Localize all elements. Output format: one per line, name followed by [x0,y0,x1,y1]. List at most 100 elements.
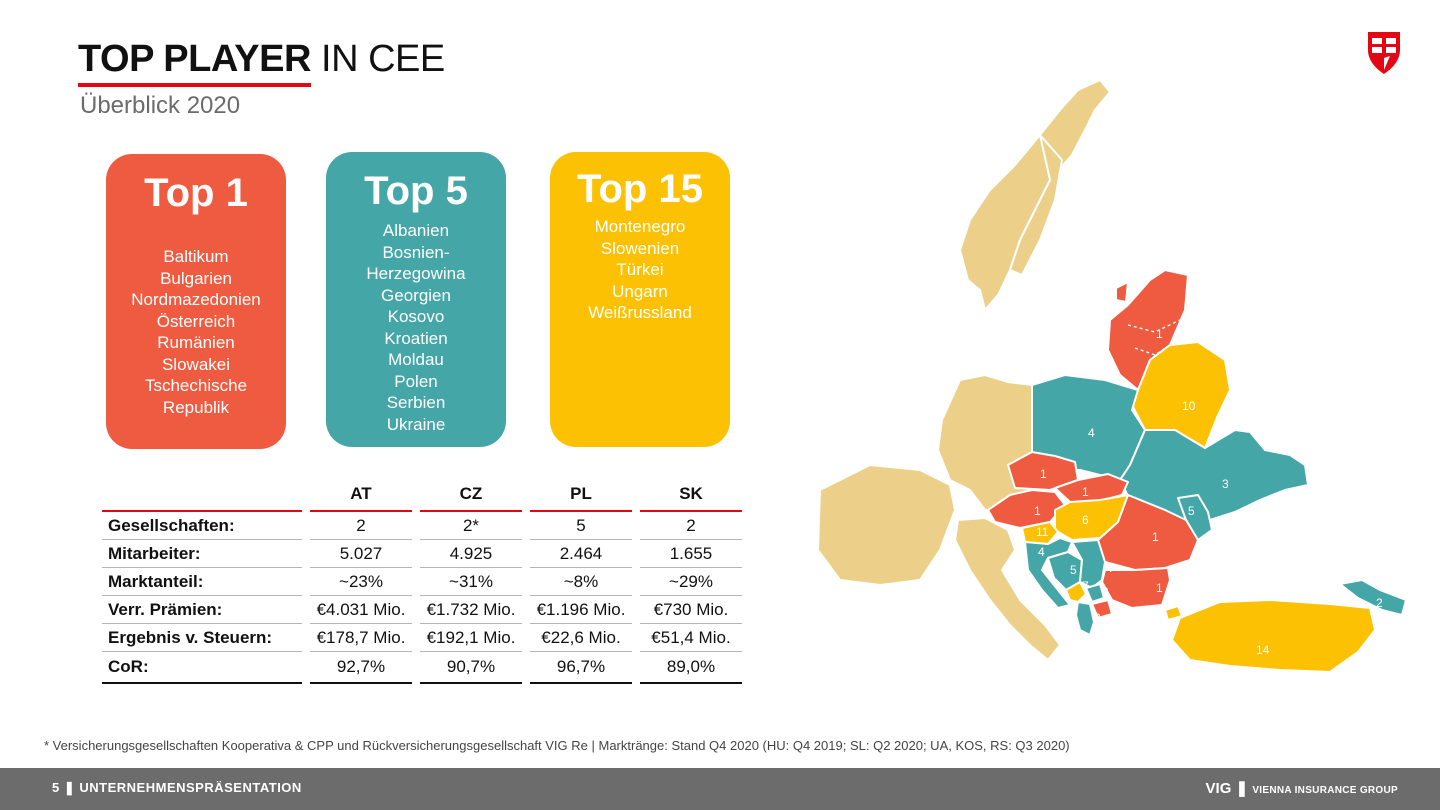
title-light: IN CEE [321,38,445,80]
map-region-scandinavia [959,79,1111,311]
list-item: Albanien [382,221,450,240]
map-region-turkey-west [1164,605,1183,621]
row-label: Gesellschaften: [102,512,302,540]
list-item: Rumänien [157,333,235,352]
top1-country-list: Baltikum Bulgarien Nordmazedonien Österr… [106,246,286,418]
map-region-iberia [817,464,956,586]
table-cell: 5.027 [310,540,412,568]
map-region-italy [954,517,1061,661]
table-header-cell: SK [640,478,742,512]
table-cell: 4.925 [420,540,522,568]
table-cell: €178,7 Mio. [310,624,412,652]
map-label: 1 [1156,581,1163,595]
map-label: 10 [1182,399,1196,413]
map-label: 1 [1156,327,1163,341]
map-region-baltics-west [1115,281,1129,303]
list-item: Kosovo [387,307,445,326]
table-cell: 90,7% [420,652,522,684]
list-item: Republik [162,397,230,417]
map-region-macedonia [1091,599,1113,619]
table-cell: ~8% [530,568,632,596]
europe-map: 1 10 4 3 1 1 1 6 5 1 11 4 5 4 1 7 3 1 2 … [817,79,1407,673]
table-cell: 89,0% [640,652,742,684]
vig-logo-icon [1368,32,1400,74]
list-item: Tschechische [144,376,248,395]
map-border-dashed [1127,319,1181,356]
top5-country-list: Albanien Bosnien- Herzegowina Georgien K… [326,220,506,435]
map-region-kosovo [1085,583,1105,603]
brand-separator: ❚ [1235,780,1249,797]
page-number: 5 [52,780,60,795]
table-cell: €1.196 Mio. [530,596,632,624]
page-title: TOP PLAYER IN CEE [78,38,445,87]
map-label: 14 [1256,643,1270,657]
list-item: Österreich [156,311,236,331]
map-label: 11 [1036,525,1049,539]
map-label: 1 [1082,485,1089,499]
table-cell: €4.031 Mio. [310,596,412,624]
map-label: 2 [1094,611,1101,625]
footer-separator: ❚ [63,780,76,795]
table-cell: €51,4 Mio. [640,624,742,652]
table-cell: 1.655 [640,540,742,568]
brand-full: VIENNA INSURANCE GROUP [1252,785,1398,796]
map-label: 1 [1034,504,1041,518]
map-region-croatia [1024,537,1073,609]
top1-box: Top 1 Baltikum Bulgarien Nordmazedonien … [106,154,286,449]
map-label: 4 [1038,545,1045,559]
map-label: 4 [1106,561,1113,575]
list-item: Türkei [616,260,664,279]
list-item: Baltikum [163,247,229,266]
top1-heading: Top 1 [144,171,248,215]
map-label: 3 [1102,585,1109,599]
map-label: 1 [1152,530,1159,544]
list-item: Bosnien- [382,242,450,262]
table-header-cell: AT [310,478,412,512]
map-region-czechia [1007,451,1079,491]
list-item: Montenegro [594,217,686,236]
row-label: CoR: [102,652,302,684]
row-label: Verr. Prämien: [102,596,302,624]
list-item: Ukraine [386,414,446,434]
table-cell: 2 [640,512,742,540]
table-row: Gesellschaften: 2 2* 5 2 [102,512,742,540]
list-item: Ungarn [612,281,668,301]
map-label: 3 [1222,477,1229,491]
table-cell: €730 Mio. [640,596,742,624]
footnote: * Versicherungsgesellschaften Kooperativ… [44,738,1070,753]
footer-bar: 5 ❚ UNTERNEHMENSPRÄSENTATION VIG ❚ VIENN… [0,768,1440,810]
table-row: Marktanteil: ~23% ~31% ~8% ~29% [102,568,742,596]
footer-left: 5 ❚ UNTERNEHMENSPRÄSENTATION [52,780,302,796]
table-cell: €192,1 Mio. [420,624,522,652]
table-cell: 96,7% [530,652,632,684]
title-bold: TOP PLAYER [78,38,311,87]
map-label: 6 [1082,513,1089,527]
map-region-finland [1009,134,1063,276]
brand-short: VIG [1205,780,1232,797]
map-label: 7 [1082,579,1089,593]
top5-box: Top 5 Albanien Bosnien- Herzegowina Geor… [326,152,506,447]
table-cell: 5 [530,512,632,540]
top5-heading: Top 5 [364,169,468,213]
table-cell: €22,6 Mio. [530,624,632,652]
map-label: 5 [1070,563,1077,577]
table-row: Ergebnis v. Steuern: €178,7 Mio. €192,1 … [102,624,742,652]
table-cell: ~29% [640,568,742,596]
table-header-row: AT CZ PL SK [102,478,742,512]
table-cell: 92,7% [310,652,412,684]
list-item: Polen [394,371,438,391]
map-label: 2 [1376,596,1383,610]
map-label: 1 [1040,467,1047,481]
footer-section: UNTERNEHMENSPRÄSENTATION [79,780,302,795]
list-item: Kroatien [384,328,448,348]
table-header-cell: PL [530,478,632,512]
top15-heading: Top 15 [577,167,703,211]
top15-country-list: Montenegro Slowenien Türkei Ungarn Weißr… [550,216,730,324]
map-region-montenegro [1065,581,1087,603]
list-item: Slowakei [161,354,231,374]
table-cell: 2.464 [530,540,632,568]
map-region-turkey [1171,599,1376,673]
map-label: 4 [1088,426,1095,440]
kpi-table: AT CZ PL SK Gesellschaften: 2 2* 5 2 Mit… [94,478,750,684]
list-item: Moldau [388,350,444,369]
